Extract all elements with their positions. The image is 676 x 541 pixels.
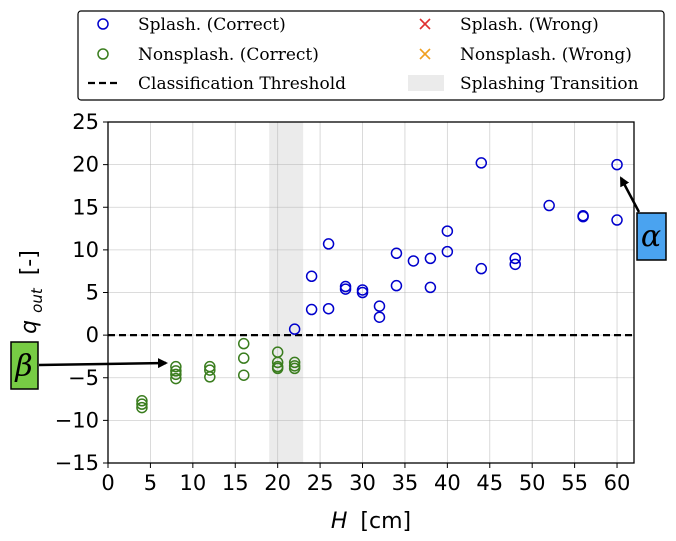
splash-point bbox=[424, 281, 437, 294]
x-axis-label: H [cm] bbox=[331, 509, 411, 534]
nonsplash-point bbox=[136, 398, 148, 410]
legend-frame bbox=[77, 10, 665, 101]
y-tick-label: −10 bbox=[55, 408, 99, 432]
x-tick-label: 25 bbox=[307, 471, 334, 495]
legend-label-splash-correct: Splash. (Correct) bbox=[138, 15, 286, 35]
splash-point bbox=[305, 270, 318, 283]
x-tick-label: 40 bbox=[434, 471, 461, 495]
legend-label-threshold: Classification Threshold bbox=[138, 74, 346, 94]
nonsplash-point bbox=[288, 356, 301, 369]
x-axis-label-unit: [cm] bbox=[360, 509, 411, 534]
legend-marker-splash-correct bbox=[97, 18, 109, 30]
annotation-alpha: α bbox=[619, 176, 667, 261]
splash-point bbox=[373, 311, 386, 323]
legend-marker-nonsplash-correct bbox=[97, 48, 109, 60]
splash-point bbox=[373, 300, 386, 312]
annotation-beta-arrow bbox=[38, 358, 168, 369]
splash-point bbox=[356, 284, 369, 296]
splash-point bbox=[322, 238, 335, 250]
x-tick-label: 45 bbox=[476, 471, 503, 495]
splash-point bbox=[305, 303, 318, 316]
annotation-alpha-arrow bbox=[619, 176, 641, 213]
splash-point bbox=[390, 247, 403, 260]
x-tick-label: 50 bbox=[519, 471, 546, 495]
y-tick-label: 0 bbox=[86, 323, 99, 347]
nonsplash-point bbox=[204, 371, 216, 383]
x-tick-label: 15 bbox=[222, 471, 249, 495]
splash-point bbox=[441, 245, 454, 258]
grid-layer bbox=[107, 121, 634, 464]
x-tick-label: 55 bbox=[561, 471, 588, 495]
nonsplash-point bbox=[237, 352, 250, 364]
nonsplash-point bbox=[204, 364, 216, 376]
x-tick-label: 0 bbox=[101, 471, 114, 495]
legend-marker-splash-wrong bbox=[419, 18, 431, 30]
x-tick-label: 5 bbox=[144, 471, 157, 495]
annotation-beta-label: β bbox=[14, 349, 32, 384]
y-tick-label: 25 bbox=[72, 110, 99, 134]
annotation-alpha-box bbox=[636, 212, 667, 261]
nonsplash-point bbox=[237, 369, 250, 381]
nonsplash-point bbox=[170, 372, 182, 385]
splash-point bbox=[475, 157, 488, 169]
splash-point bbox=[543, 199, 555, 212]
splash-point bbox=[611, 158, 623, 171]
x-tick-label: 60 bbox=[604, 471, 631, 495]
y-tick-label: −15 bbox=[55, 451, 99, 475]
legend-label-transition: Splashing Transition bbox=[460, 74, 639, 94]
legend: Splash. (Correct) Splash. (Wrong) Nonspl… bbox=[77, 10, 665, 101]
legend-marker-nonsplash-wrong bbox=[419, 48, 431, 60]
y-axis-label-sub: out bbox=[28, 287, 46, 313]
x-tick-label: 10 bbox=[179, 471, 206, 495]
nonsplash-point bbox=[170, 368, 182, 381]
splash-point bbox=[577, 210, 589, 222]
splash-point bbox=[475, 262, 488, 275]
ticks-layer: 0 5 10 15 20 25 30 35 40 45 50 55 602520151050−5−10−… bbox=[55, 110, 631, 495]
splash-point bbox=[424, 252, 437, 265]
splash-point bbox=[322, 302, 335, 315]
legend-label-nonsplash-correct: Nonsplash. (Correct) bbox=[138, 45, 319, 65]
legend-marker-transition bbox=[408, 75, 444, 91]
y-axis-label: q out [-] bbox=[17, 250, 48, 334]
annotation-beta-box bbox=[10, 341, 39, 390]
x-tick-label: 35 bbox=[392, 471, 419, 495]
nonsplash-point bbox=[136, 401, 148, 414]
x-axis-label-main: H bbox=[331, 509, 348, 534]
y-tick-label: 20 bbox=[72, 153, 99, 177]
nonsplash-point bbox=[288, 362, 301, 375]
annotation-alpha-label: α bbox=[641, 219, 661, 254]
splash-point bbox=[288, 323, 301, 335]
splash-point bbox=[509, 258, 521, 271]
splash-point bbox=[509, 252, 521, 265]
splash-point bbox=[407, 255, 420, 267]
points-layer bbox=[136, 157, 623, 414]
nonsplash-point bbox=[271, 356, 284, 369]
y-tick-label: 10 bbox=[72, 238, 99, 262]
splash-point bbox=[441, 225, 454, 237]
x-tick-label: 20 bbox=[264, 471, 291, 495]
legend-label-splash-wrong: Splash. (Wrong) bbox=[460, 15, 599, 35]
y-tick-label: −5 bbox=[68, 366, 99, 390]
y-axis-label-main: q bbox=[17, 320, 42, 334]
nonsplash-point bbox=[271, 362, 284, 375]
annotation-beta: β bbox=[10, 341, 168, 390]
splash-point bbox=[390, 279, 403, 292]
splash-point bbox=[339, 280, 352, 293]
nonsplash-point bbox=[237, 337, 250, 350]
nonsplash-point bbox=[170, 365, 182, 377]
y-axis-label-unit: [-] bbox=[17, 250, 42, 275]
y-tick-label: 5 bbox=[86, 281, 99, 305]
y-tick-label: 15 bbox=[72, 195, 99, 219]
x-tick-label: 30 bbox=[349, 471, 376, 495]
nonsplash-point bbox=[136, 395, 148, 407]
splash-point bbox=[611, 214, 623, 226]
nonsplash-point bbox=[170, 360, 182, 373]
legend-label-nonsplash-wrong: Nonsplash. (Wrong) bbox=[460, 45, 632, 65]
